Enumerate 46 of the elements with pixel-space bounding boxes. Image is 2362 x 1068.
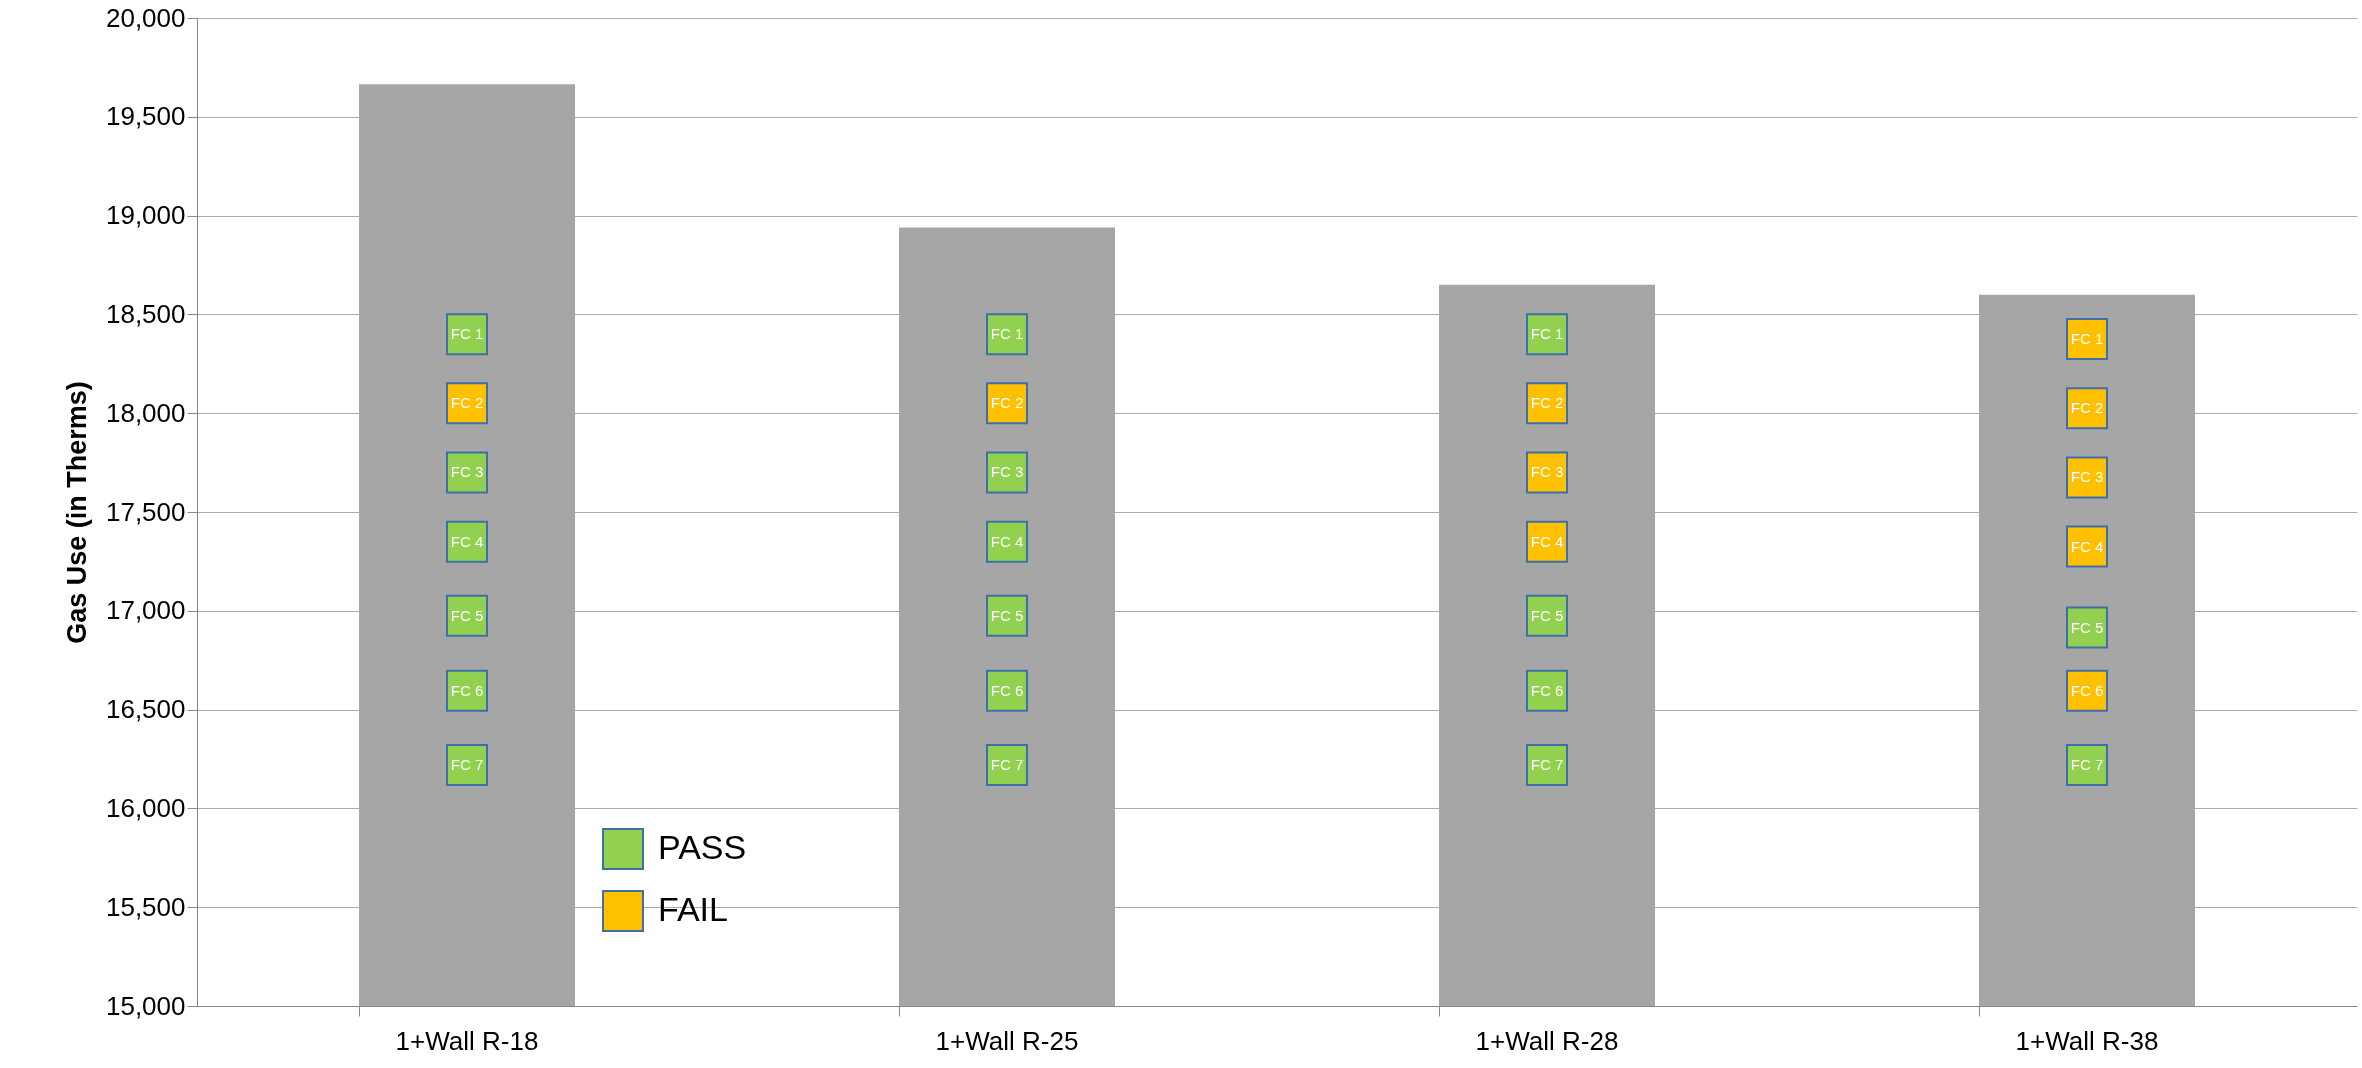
x-tick-label: 1+Wall R-28 xyxy=(1475,1025,1619,1056)
data-label: FC 1 xyxy=(2070,330,2104,348)
data-label: FC 4 xyxy=(450,532,484,550)
data-label: FC 1 xyxy=(1530,325,1564,343)
data-label: FC 7 xyxy=(2070,755,2104,773)
data-label: FC 2 xyxy=(2070,399,2104,417)
y-tick-label: 20,000 xyxy=(105,2,186,33)
data-label: FC 7 xyxy=(990,755,1024,773)
y-axis-title: Gas Use (in Therms) xyxy=(61,381,92,644)
y-tick-label: 15,500 xyxy=(105,891,186,922)
data-label: FC 6 xyxy=(450,681,484,699)
y-tick-label: 17,500 xyxy=(105,496,186,527)
x-tick-label: 1+Wall R-18 xyxy=(395,1025,539,1056)
data-label: FC 5 xyxy=(2070,618,2104,636)
data-label: FC 5 xyxy=(1530,606,1564,624)
y-tick-label: 16,500 xyxy=(105,694,186,725)
data-label: FC 6 xyxy=(1530,681,1564,699)
y-tick-label: 18,000 xyxy=(105,397,186,428)
y-tick-label: 18,500 xyxy=(105,298,186,329)
y-tick-label: 16,000 xyxy=(105,792,186,823)
legend-label: FAIL xyxy=(658,890,728,928)
data-label: FC 3 xyxy=(1530,463,1564,481)
y-tick-label: 15,000 xyxy=(105,990,186,1021)
legend-label: PASS xyxy=(658,828,747,866)
data-label: FC 1 xyxy=(450,325,484,343)
data-label: FC 2 xyxy=(1530,394,1564,412)
data-label: FC 2 xyxy=(450,394,484,412)
data-label: FC 5 xyxy=(990,606,1024,624)
data-label: FC 7 xyxy=(450,755,484,773)
data-label: FC 4 xyxy=(990,532,1024,550)
data-label: FC 6 xyxy=(990,681,1024,699)
data-label: FC 2 xyxy=(990,394,1024,412)
data-label: FC 1 xyxy=(990,325,1024,343)
data-label: FC 4 xyxy=(1530,532,1564,550)
y-tick-label: 19,000 xyxy=(105,200,186,231)
y-tick-label: 19,500 xyxy=(105,101,186,132)
data-label: FC 3 xyxy=(990,463,1024,481)
data-label: FC 5 xyxy=(450,606,484,624)
x-tick-label: 1+Wall R-25 xyxy=(935,1025,1079,1056)
data-label: FC 3 xyxy=(450,463,484,481)
data-label: FC 6 xyxy=(2070,681,2104,699)
y-tick-label: 17,000 xyxy=(105,595,186,626)
x-tick-label: 1+Wall R-38 xyxy=(2015,1025,2159,1056)
data-label: FC 7 xyxy=(1530,755,1564,773)
data-label: FC 4 xyxy=(2070,537,2104,555)
data-label: FC 3 xyxy=(2070,468,2104,486)
